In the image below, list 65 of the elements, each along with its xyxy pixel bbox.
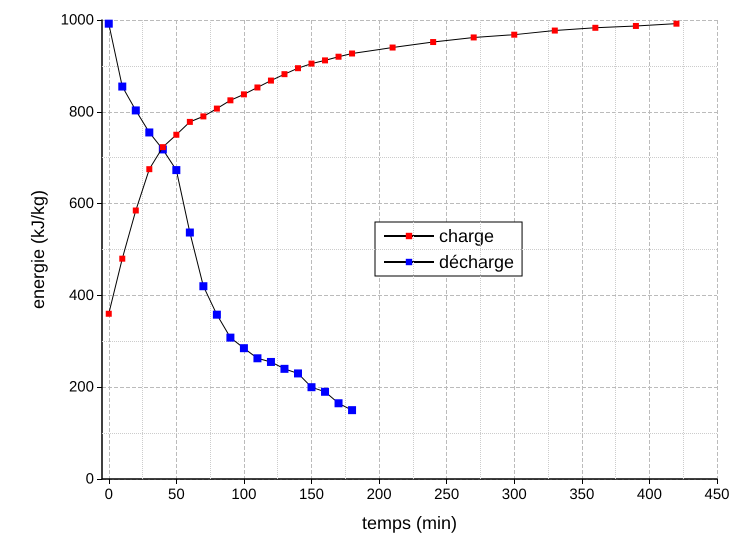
y-tick-label: 200 [68, 378, 94, 396]
x-tick-label: 150 [298, 486, 324, 503]
x-tick-label: 100 [231, 486, 256, 503]
point [172, 166, 180, 174]
point [552, 28, 558, 34]
point [336, 54, 342, 60]
y-tick-label: 800 [68, 103, 94, 120]
y-tick-label: 400 [68, 286, 94, 304]
point [104, 20, 113, 28]
y-tick-label: 600 [68, 195, 94, 212]
point [186, 228, 194, 237]
point [322, 57, 328, 64]
point [321, 388, 330, 396]
point [592, 24, 598, 31]
point [254, 84, 260, 90]
x-tick-label: 200 [366, 486, 392, 503]
point [106, 310, 112, 317]
point [214, 106, 220, 112]
x-tick-label: 400 [636, 486, 662, 503]
point [253, 354, 262, 362]
y-tick-label: 0 [86, 470, 94, 488]
point [308, 60, 315, 67]
point [145, 128, 154, 136]
x-axis-title: temps (min) [362, 513, 458, 533]
point [632, 22, 639, 29]
point [511, 32, 518, 38]
point [349, 50, 356, 57]
point [240, 344, 248, 352]
point [294, 65, 301, 72]
y-tick-label: 1000 [60, 12, 94, 28]
point [266, 358, 275, 366]
point [118, 82, 126, 91]
legend-label: décharge [439, 252, 514, 272]
x-tick-label: 50 [168, 486, 185, 503]
point [281, 71, 288, 78]
x-tick-label: 300 [502, 486, 527, 503]
point [199, 282, 208, 290]
point [268, 78, 274, 84]
point [132, 207, 139, 214]
point [673, 20, 680, 27]
point [200, 113, 206, 120]
point [334, 399, 343, 408]
point [119, 256, 126, 262]
x-tick-label: 450 [704, 486, 730, 503]
point [308, 383, 316, 392]
y-axis-title: energie (kJ/kg) [28, 190, 48, 310]
x-tick-label: 250 [434, 486, 460, 503]
point [348, 406, 356, 414]
legend-label: charge [439, 226, 494, 246]
point [294, 369, 302, 378]
point [186, 118, 193, 125]
point [132, 106, 140, 114]
point [240, 91, 247, 98]
x-tick-label: 0 [104, 486, 113, 503]
point [280, 364, 288, 373]
point [226, 334, 234, 342]
point [470, 34, 477, 40]
point [173, 132, 180, 138]
x-tick-label: 350 [569, 486, 594, 503]
point [212, 310, 221, 319]
point [160, 144, 166, 150]
point [390, 44, 396, 51]
point [146, 166, 152, 172]
point [227, 97, 234, 104]
point [430, 39, 436, 46]
